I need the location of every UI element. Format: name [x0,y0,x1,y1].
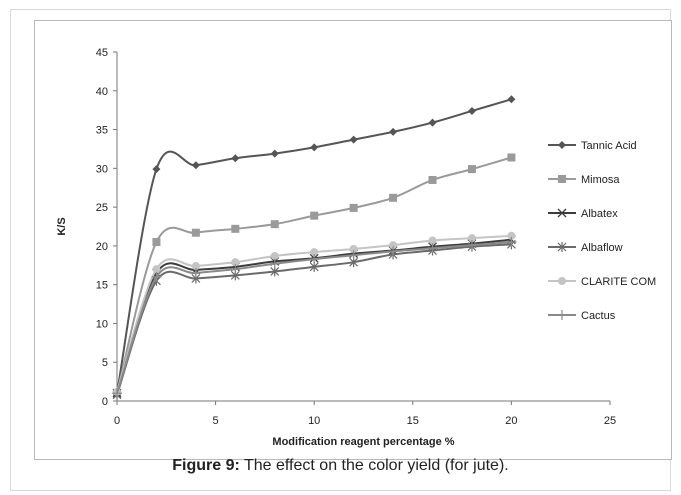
data-point [349,203,358,212]
data-point [389,193,398,202]
data-point [467,165,476,174]
data-point [191,228,200,237]
legend-marker [558,175,566,183]
y-tick-label: 0 [102,396,108,408]
data-point [310,143,319,152]
legend-marker [558,141,566,149]
y-tick-label: 35 [96,125,108,137]
data-point [152,265,161,274]
line-chart: 0 5 10 15 20 25 30 35 40 45 0 5 10 15 20 25 Modification… [56,47,656,448]
x-tick-label: 15 [407,415,419,427]
x-tick-label: 25 [604,415,616,427]
series-line [116,234,512,392]
data-point [389,127,398,136]
legend-label: Tannic Acid [581,140,637,152]
y-tick-label: 15 [96,280,108,292]
x-tick-label: 10 [308,415,320,427]
legend-marker [558,277,566,285]
legend-marker [557,208,567,218]
data-point [466,240,477,251]
y-tick-label: 20 [96,241,108,253]
x-tick-label: 0 [114,415,120,427]
y-tick-label: 10 [96,318,108,330]
data-point [467,234,476,243]
y-tick-label: 25 [96,202,108,214]
y-tick-label: 30 [96,163,108,175]
legend-marker [557,310,567,320]
y-tick-label: 45 [96,47,108,59]
data-point [269,258,280,269]
data-point [428,236,437,245]
data-point [310,211,319,220]
data-point [309,254,320,265]
series-line [116,156,512,394]
data-point [230,264,241,275]
data-point [467,106,476,115]
caption-label: Figure 9: [172,457,240,474]
data-point [349,244,358,253]
chart-area: 0 5 10 15 20 25 30 35 40 45 0 5 10 15 20 25 Modification… [34,20,672,460]
data-point [427,243,438,254]
data-point [151,271,162,282]
data-point [231,224,240,233]
data-point [507,153,516,162]
data-point [190,268,201,279]
x-tick-label: 20 [505,415,517,427]
data-point [112,388,122,399]
data-point [152,238,161,247]
data-point [507,231,516,240]
data-point [428,175,437,184]
data-point [191,262,200,271]
data-point [389,241,398,250]
figure-caption: Figure 9: The effect on the color yield … [0,457,681,475]
data-point [152,165,161,174]
x-axis-label: Modification reagent percentage % [272,436,454,448]
data-point [270,220,279,229]
legend-label: Albaflow [581,242,623,254]
legend-marker [557,242,567,252]
data-point [231,154,240,163]
y-tick-label: 40 [96,86,108,98]
series-line [116,243,512,396]
data-point [349,135,358,144]
data-point [191,161,200,170]
data-point [388,246,399,257]
data-point [270,251,279,260]
y-tick-label: 5 [102,357,108,369]
x-tick-label: 5 [213,415,219,427]
data-point [231,258,240,267]
legend-label: Cactus [581,310,616,322]
y-axis-label: K/S [56,217,68,235]
data-point [310,248,319,257]
data-point [348,250,359,261]
legend-label: Albatex [581,208,618,220]
figure-frame: 0 5 10 15 20 25 30 35 40 45 0 5 10 15 20 25 Modification… [10,9,672,491]
data-point [428,118,437,127]
data-point [270,149,279,158]
data-point [506,237,517,248]
data-point [507,95,516,104]
legend-label: Mimosa [581,174,620,186]
legend-label: CLARITE COM [581,276,656,288]
caption-text: The effect on the color yield (for jute)… [239,457,509,474]
